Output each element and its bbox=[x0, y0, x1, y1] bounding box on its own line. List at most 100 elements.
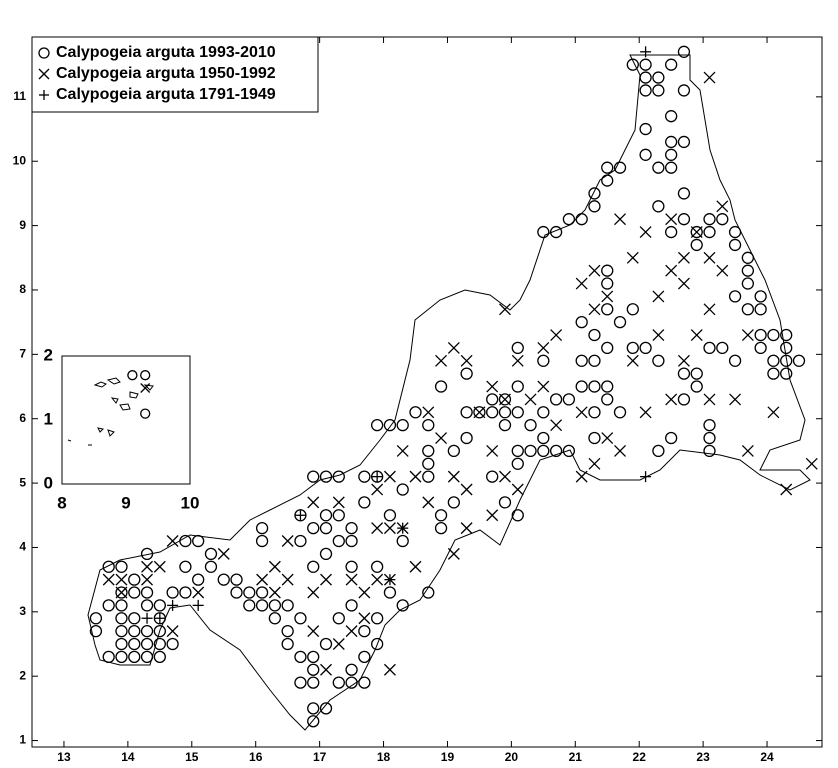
marker-circle bbox=[396, 483, 409, 496]
marker-circle bbox=[498, 393, 512, 406]
cross-stroke bbox=[499, 470, 511, 483]
circle-shape bbox=[601, 277, 614, 290]
marker-circle bbox=[115, 624, 128, 638]
circle-shape bbox=[422, 470, 435, 483]
marker-cross bbox=[601, 432, 614, 444]
marker-circle bbox=[613, 406, 627, 419]
marker-circle bbox=[460, 406, 473, 419]
cross-stroke bbox=[332, 496, 345, 509]
marker-circle bbox=[754, 328, 767, 342]
marker-circle bbox=[486, 470, 499, 483]
cross-stroke bbox=[626, 251, 639, 264]
marker-cross bbox=[358, 586, 371, 599]
circle-shape bbox=[128, 612, 141, 625]
marker-circle bbox=[128, 612, 141, 625]
circle-shape bbox=[537, 406, 550, 419]
circle-shape bbox=[652, 200, 665, 213]
marker-cross bbox=[345, 573, 358, 586]
marker-circle bbox=[370, 560, 384, 573]
marker-circle bbox=[179, 560, 192, 573]
marker-circle bbox=[677, 45, 691, 58]
marker-cross bbox=[703, 71, 716, 84]
marker-circle bbox=[307, 715, 320, 728]
marker-circle bbox=[370, 419, 384, 432]
y-tick-label: 9 bbox=[19, 218, 26, 232]
cross-stroke bbox=[435, 432, 448, 444]
marker-circle bbox=[652, 444, 665, 458]
circle-shape bbox=[690, 367, 703, 380]
circle-shape bbox=[728, 354, 742, 367]
marker-plus bbox=[384, 574, 396, 586]
marker-cross bbox=[703, 303, 716, 316]
cross-stroke bbox=[677, 251, 690, 264]
marker-cross bbox=[703, 393, 716, 406]
circle-shape bbox=[792, 354, 806, 367]
marker-circle bbox=[511, 457, 524, 470]
circle-shape bbox=[179, 586, 192, 599]
circle-shape bbox=[345, 521, 358, 535]
circle-shape bbox=[319, 470, 333, 483]
marker-circle bbox=[588, 380, 601, 393]
x-tick-label: 23 bbox=[696, 750, 710, 764]
marker-circle bbox=[422, 457, 435, 470]
marker-cross bbox=[320, 663, 332, 676]
marker-circle bbox=[537, 444, 550, 458]
marker-cross bbox=[677, 354, 690, 367]
circle-shape bbox=[728, 290, 742, 303]
marker-circle bbox=[792, 354, 806, 367]
marker-plus bbox=[167, 599, 179, 611]
circle-shape bbox=[319, 509, 333, 522]
circle-shape bbox=[140, 624, 154, 638]
marker-circle bbox=[128, 650, 141, 664]
marker-circle bbox=[652, 71, 665, 84]
circle-shape bbox=[332, 676, 345, 689]
y-tick-label: 10 bbox=[13, 153, 27, 167]
circle-shape bbox=[319, 521, 333, 535]
marker-circle bbox=[179, 534, 192, 548]
marker-cross bbox=[614, 213, 626, 226]
plot-frame bbox=[31, 36, 823, 748]
marker-plus bbox=[154, 612, 166, 624]
marker-circle bbox=[345, 599, 358, 612]
marker-circle bbox=[319, 470, 333, 483]
circle-shape bbox=[537, 444, 550, 458]
circle-shape bbox=[511, 457, 524, 470]
circle-shape bbox=[601, 174, 614, 187]
marker-circle bbox=[677, 213, 691, 226]
circle-shape bbox=[677, 213, 691, 226]
circle-shape bbox=[524, 444, 537, 458]
cross-stroke bbox=[307, 586, 320, 599]
marker-circle bbox=[319, 521, 333, 535]
circle-shape bbox=[460, 431, 473, 445]
circle-shape bbox=[754, 341, 767, 355]
y-tick-label: 2 bbox=[44, 345, 53, 364]
marker-circle bbox=[549, 393, 563, 406]
marker-cross bbox=[588, 264, 601, 277]
marker-circle bbox=[268, 599, 282, 612]
cross-stroke bbox=[677, 354, 690, 367]
circle-shape bbox=[307, 676, 320, 689]
circle-shape bbox=[115, 624, 128, 638]
marker-cross bbox=[141, 560, 154, 573]
circle-shape bbox=[665, 110, 678, 123]
cross-stroke bbox=[690, 329, 703, 341]
marker-circle bbox=[255, 534, 269, 548]
marker-circle bbox=[294, 612, 307, 625]
cross-stroke bbox=[447, 547, 460, 560]
circle-shape bbox=[319, 547, 333, 561]
cross-stroke bbox=[307, 625, 320, 638]
marker-circle bbox=[128, 586, 141, 599]
circle-shape bbox=[255, 534, 269, 548]
marker-cross bbox=[217, 547, 230, 560]
marker-cross bbox=[537, 341, 550, 354]
marker-circle bbox=[601, 277, 614, 290]
cross-stroke bbox=[192, 586, 205, 599]
circle-shape bbox=[383, 586, 397, 599]
circle-shape bbox=[626, 58, 639, 71]
y-tick-label: 7 bbox=[19, 347, 26, 361]
circle-shape bbox=[192, 534, 205, 548]
cross-stroke bbox=[537, 341, 550, 354]
marker-circle bbox=[677, 187, 691, 200]
marker-circle bbox=[332, 470, 345, 483]
